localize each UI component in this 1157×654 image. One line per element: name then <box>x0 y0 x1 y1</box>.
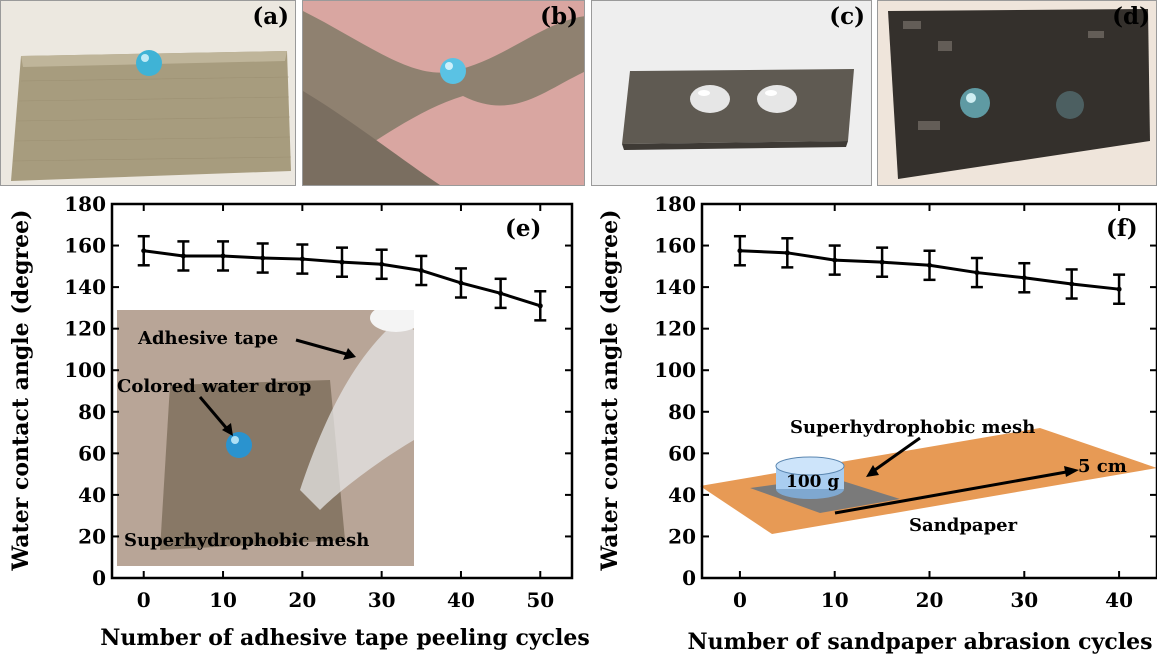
chart-e-ytick-label: 80 <box>78 400 106 424</box>
chart-f-arrowhead-mesh <box>866 465 879 477</box>
photo-panel-a: (a) <box>0 0 296 186</box>
chart-f-ytick-label: 120 <box>654 317 696 341</box>
chart-e-ytick-label: 120 <box>64 317 106 341</box>
chart-e-arrowhead-drop <box>222 423 233 436</box>
chart-f-ytick-label: 140 <box>654 275 696 299</box>
chart-e-annotation-colored-water-drop: Colored water drop <box>117 376 311 397</box>
chart-e-data-point <box>537 303 543 309</box>
chart-f-data-point <box>1069 281 1075 287</box>
photo-d-image <box>878 1 1156 185</box>
charts-svg: Adhesive tape Colored water drop Superhy… <box>8 192 1157 654</box>
chart-f-ytick-label: 180 <box>654 192 696 216</box>
chart-e: Adhesive tape Colored water drop Superhy… <box>8 192 590 651</box>
chart-f-ylabel: Water contact angle (degree) <box>597 210 623 572</box>
chart-e-arrow-tape <box>295 338 351 357</box>
chart-f-data-point <box>927 262 932 268</box>
chart-e-frame <box>110 202 574 580</box>
chart-f-data-point <box>1116 286 1122 292</box>
chart-f: 100 g Superhydrophobic mesh 5 cm Sandpap… <box>597 192 1157 654</box>
chart-f-xtick-label: 0 <box>733 588 747 612</box>
photo-c-image <box>592 1 871 185</box>
chart-e-annotation-superhydrophobic-mesh: Superhydrophobic mesh <box>124 530 369 551</box>
chart-f-annotation-distance: 5 cm <box>1078 456 1127 477</box>
chart-f-ytick-label: 20 <box>668 524 696 548</box>
chart-e-ytick-label: 100 <box>64 358 106 382</box>
chart-e-ytick-label: 140 <box>64 275 106 299</box>
chart-f-xlabel: Number of sandpaper abrasion cycles <box>688 629 1153 654</box>
chart-e-ytick-label: 0 <box>92 566 106 590</box>
chart-f-xtick-label: 10 <box>821 588 849 612</box>
chart-e-ytick-label: 20 <box>78 524 106 548</box>
chart-e-data-point <box>458 280 464 286</box>
chart-e-xtick-label: 40 <box>447 588 475 612</box>
chart-f-arrowhead-distance <box>1064 466 1079 477</box>
chart-f-ytick-label: 0 <box>682 566 696 590</box>
chart-e-xtick-label: 10 <box>209 588 237 612</box>
chart-f-annotation-superhydrophobic-mesh: Superhydrophobic mesh <box>790 417 1035 438</box>
chart-e-ylabel: Water contact angle (degree) <box>8 210 34 572</box>
chart-f-annotation-sandpaper: Sandpaper <box>909 515 1018 536</box>
chart-e-ytick-label: 40 <box>78 483 106 507</box>
photo-panel-c: (c) <box>591 0 872 186</box>
photo-panel-b: (b) <box>302 0 585 186</box>
chart-f-data-point <box>974 270 980 276</box>
chart-f-xtick-label: 20 <box>916 588 944 612</box>
chart-f-arrow-distance <box>834 469 1073 515</box>
chart-e-ytick-label: 60 <box>78 441 106 465</box>
photo-panel-d: (d) <box>877 0 1157 186</box>
chart-e-data-point <box>220 253 226 259</box>
chart-f-inset-diagram: 100 g Superhydrophobic mesh 5 cm Sandpap… <box>700 417 1157 536</box>
chart-f-ytick-label: 100 <box>654 358 696 382</box>
chart-f-data-point <box>879 259 885 265</box>
chart-f-panel-label: (f) <box>1106 215 1138 242</box>
chart-e-xtick-label: 30 <box>368 588 396 612</box>
chart-f-annotation-weight: 100 g <box>786 472 839 492</box>
photo-b-image <box>303 1 584 185</box>
chart-f-data-point <box>737 248 743 254</box>
chart-f-data-point <box>784 250 790 256</box>
chart-f-xtick-label: 40 <box>1105 588 1133 612</box>
chart-e-xtick-label: 50 <box>526 588 554 612</box>
chart-f-arrow-mesh <box>871 436 921 474</box>
chart-f-ytick-label: 160 <box>654 234 696 258</box>
chart-e-inset-photo: Adhesive tape Colored water drop Superhy… <box>117 310 414 566</box>
chart-f-ytick-label: 60 <box>668 441 696 465</box>
photo-a-image <box>1 1 295 185</box>
chart-f-ytick-label: 40 <box>668 483 696 507</box>
chart-e-arrow-drop <box>198 396 230 431</box>
chart-e-data-point <box>180 253 186 259</box>
chart-e-ytick-label: 160 <box>64 234 106 258</box>
chart-e-xtick-label: 20 <box>288 588 316 612</box>
chart-e-data-point <box>141 248 147 254</box>
chart-e-annotation-adhesive-tape: Adhesive tape <box>137 328 278 349</box>
chart-e-xtick-label: 0 <box>137 588 151 612</box>
photo-a-label: (a) <box>252 3 289 30</box>
photo-b-label: (b) <box>540 3 578 30</box>
chart-e-data-point <box>379 261 385 267</box>
chart-f-data-point <box>832 257 838 263</box>
chart-e-data-point <box>418 267 424 273</box>
chart-e-arrowhead-tape <box>343 348 356 360</box>
photo-d-label: (d) <box>1112 3 1150 30</box>
chart-e-ytick-label: 180 <box>64 192 106 216</box>
chart-e-data-point <box>498 290 504 296</box>
chart-e-panel-label: (e) <box>505 215 541 242</box>
chart-f-ytick-label: 80 <box>668 400 696 424</box>
chart-e-data-point <box>299 256 305 262</box>
chart-e-xlabel: Number of adhesive tape peeling cycles <box>100 625 590 651</box>
photo-c-label: (c) <box>829 3 865 30</box>
chart-e-data-point <box>260 255 266 261</box>
chart-e-data-point <box>339 259 345 265</box>
chart-f-data-point <box>1021 275 1027 281</box>
chart-f-xtick-label: 30 <box>1010 588 1038 612</box>
